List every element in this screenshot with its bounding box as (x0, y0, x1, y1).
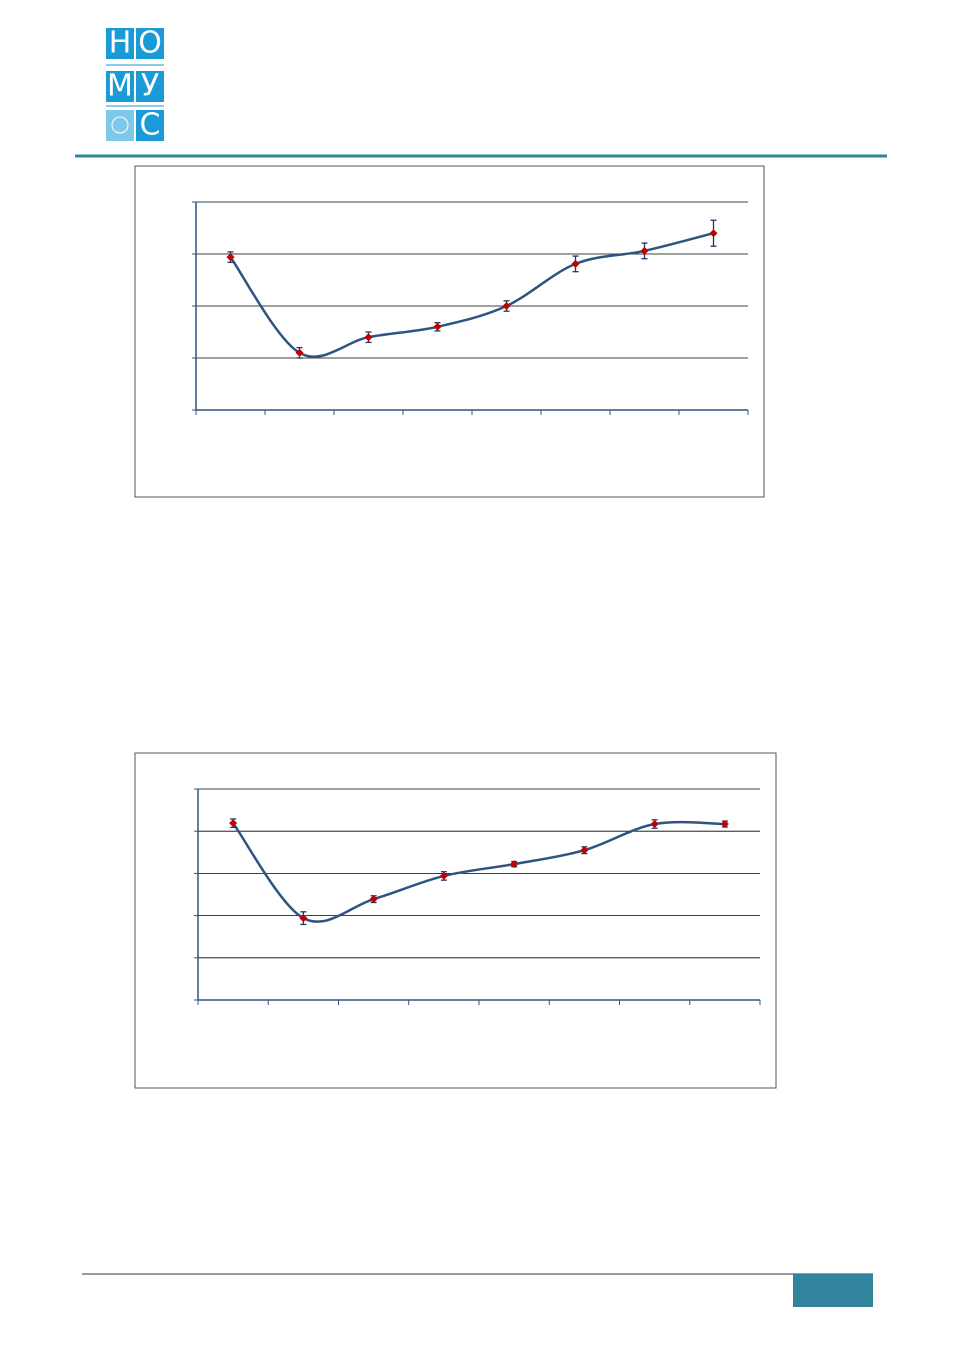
logo-letter: М (107, 69, 133, 104)
logo-letter: С (140, 108, 161, 143)
series-line (232, 820, 725, 923)
logo-crest-icon (111, 116, 129, 134)
marker (510, 860, 519, 869)
marker (502, 302, 511, 310)
logo-crest (106, 110, 134, 141)
logo-letter: Н (109, 26, 132, 61)
logo-tile (106, 71, 134, 102)
logo: Н О М У С (106, 26, 164, 143)
marker (433, 322, 442, 331)
page-number-box (793, 1274, 873, 1307)
marker (571, 259, 580, 268)
logo-letter: У (141, 69, 159, 104)
marker (709, 229, 718, 238)
marker (439, 871, 448, 880)
marker (226, 253, 235, 262)
logo-tile (106, 28, 134, 59)
series-line (229, 231, 714, 358)
marker (640, 246, 649, 255)
marker (580, 846, 589, 855)
marker (720, 820, 729, 829)
logo-tile (136, 71, 164, 102)
chart-frame (134, 165, 765, 498)
logo-tile (136, 28, 164, 59)
marker (229, 819, 238, 828)
marker (299, 914, 308, 923)
chart-frame (134, 752, 777, 1089)
marker (369, 895, 378, 904)
marker (364, 333, 373, 342)
logo-letter: О (138, 26, 162, 61)
marker (295, 348, 304, 357)
marker (650, 820, 659, 829)
logo-tile (136, 110, 164, 141)
